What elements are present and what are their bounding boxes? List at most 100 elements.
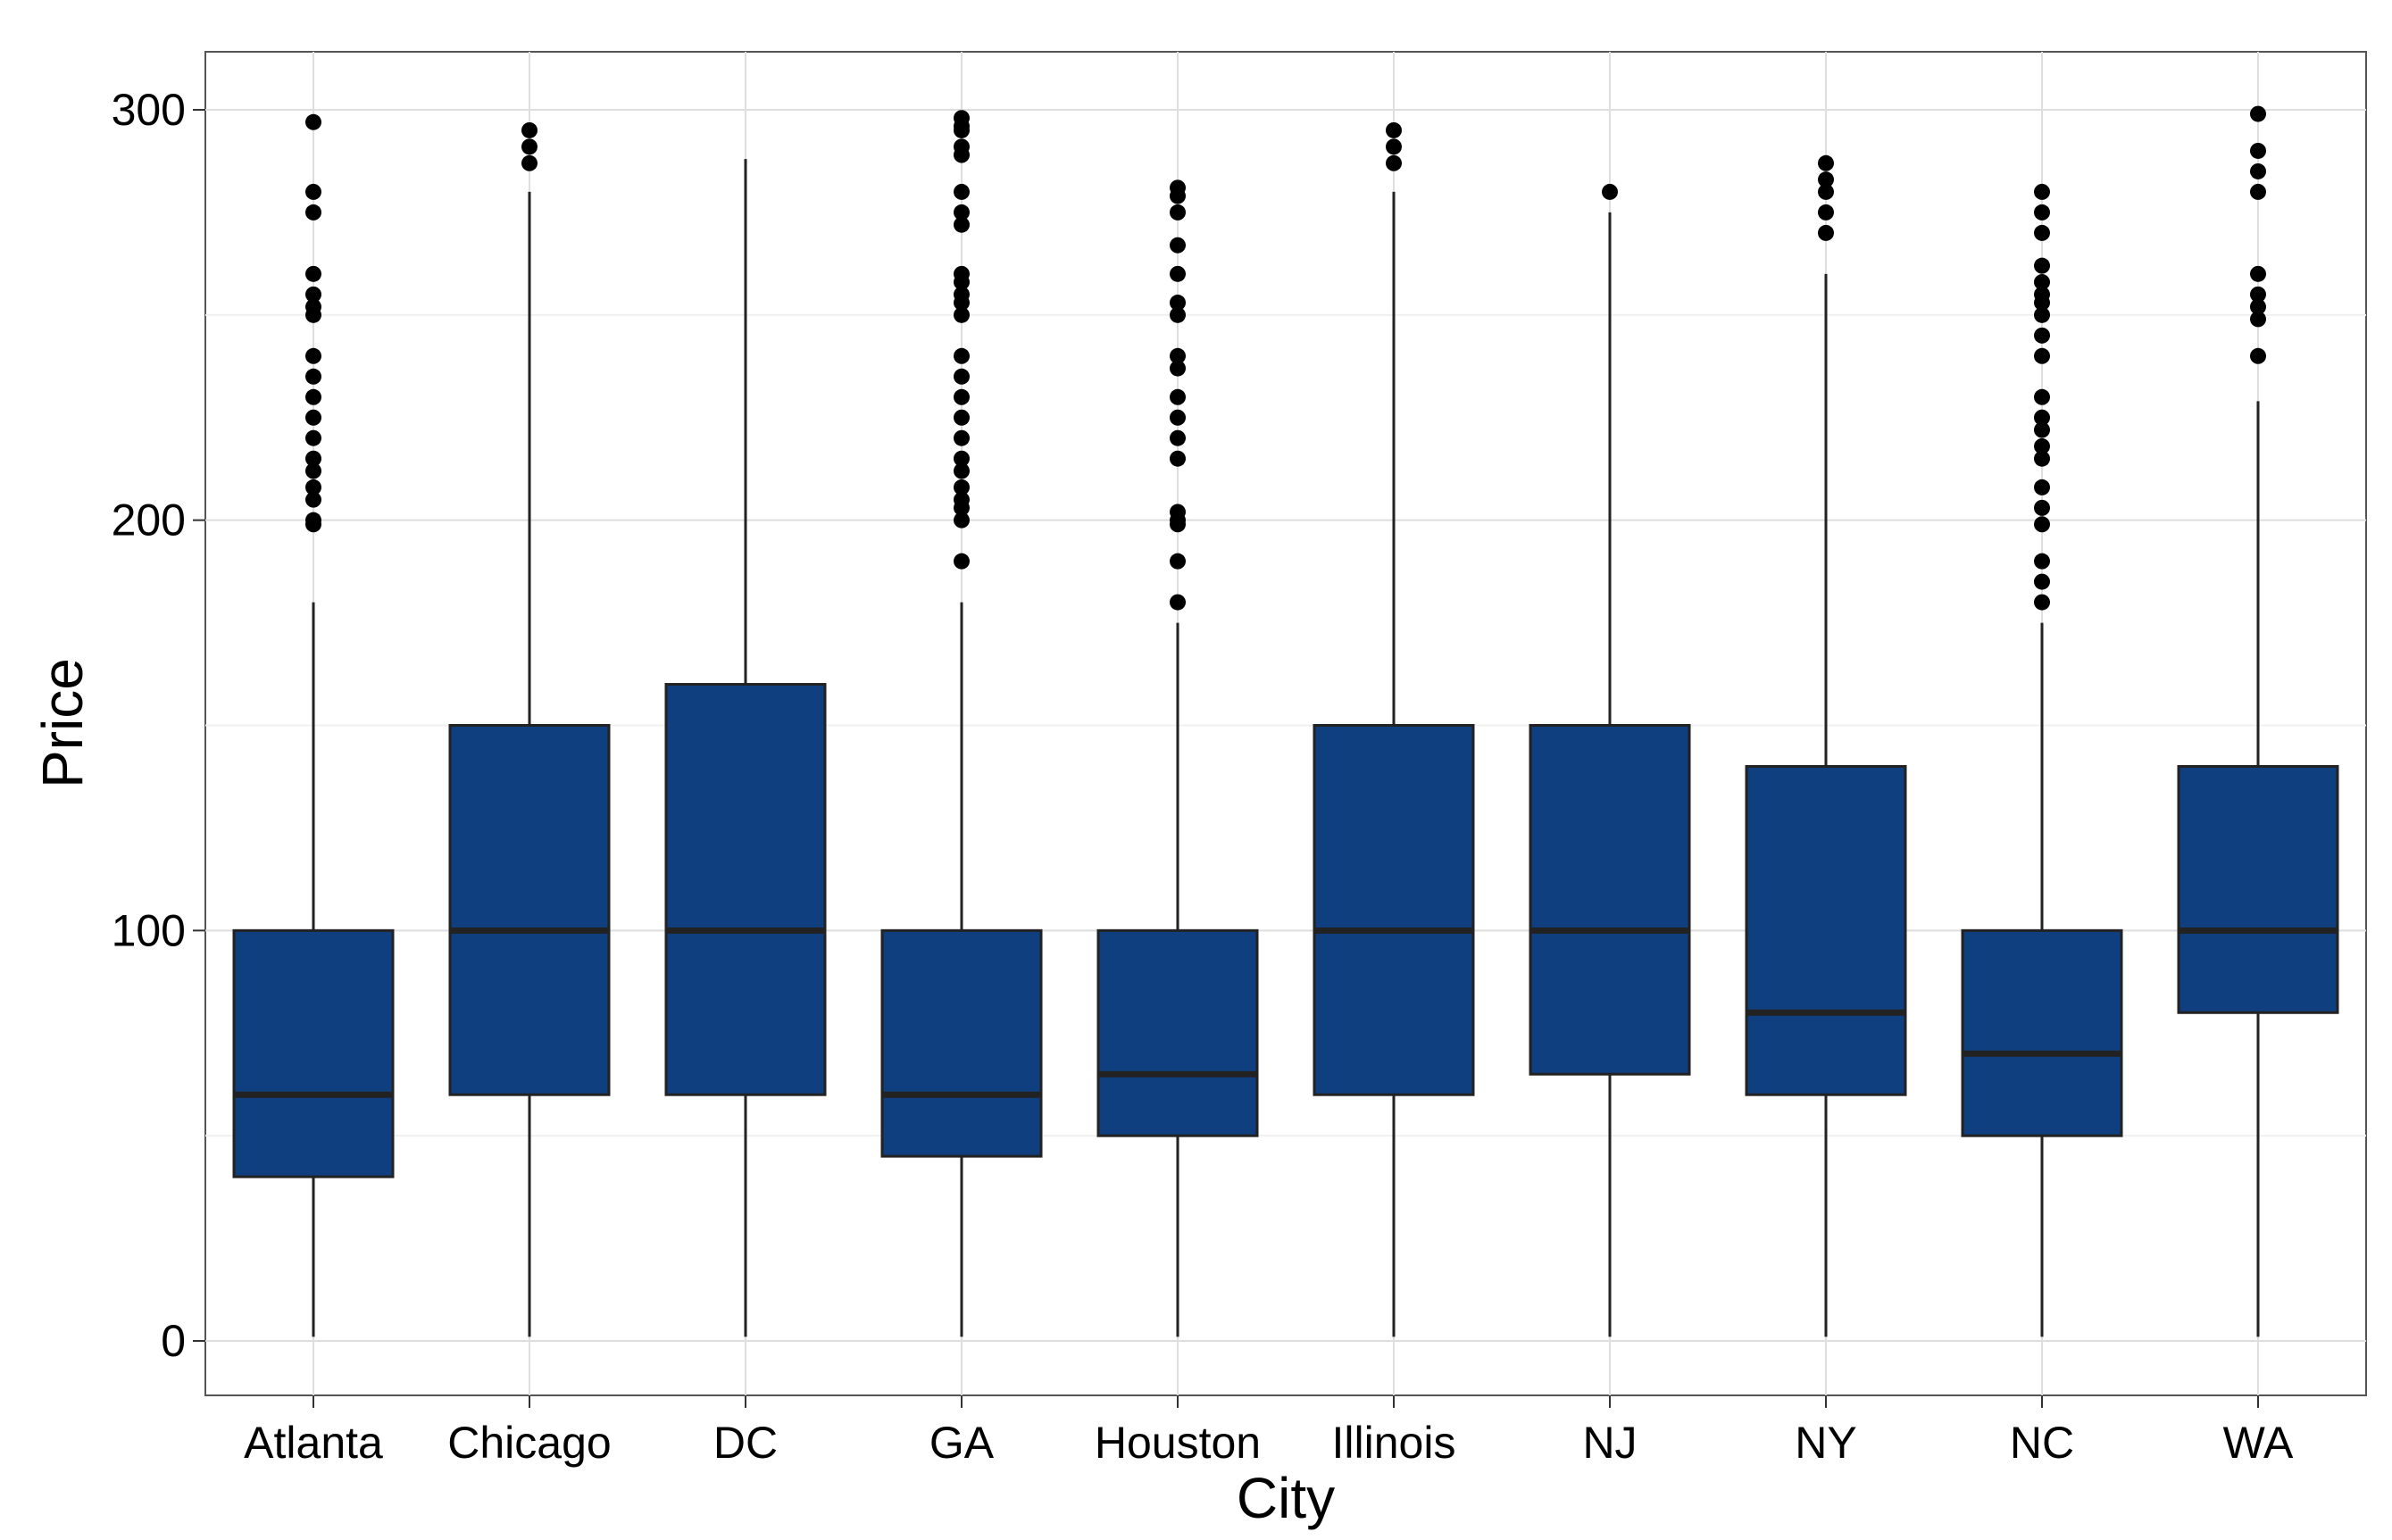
iqr-box — [448, 724, 611, 1096]
box-houston — [1096, 622, 1259, 1337]
outlier-point — [1170, 409, 1186, 426]
outliers-layer — [305, 105, 2266, 611]
iqr-box — [1096, 928, 1259, 1137]
outlier-point — [2034, 347, 2050, 364]
outlier-point — [305, 450, 321, 467]
outlier-point — [1170, 347, 1186, 364]
outlier-point — [2034, 274, 2050, 291]
y-tick-label: 300 — [112, 85, 186, 135]
outlier-point — [2250, 142, 2266, 159]
outlier-point — [1818, 183, 1834, 200]
outlier-point — [2034, 327, 2050, 344]
outlier-point — [1170, 360, 1186, 377]
outlier-point — [305, 409, 321, 426]
y-tick-label: 0 — [161, 1316, 186, 1366]
box-ny — [1745, 273, 1907, 1337]
outlier-point — [2034, 421, 2050, 438]
outlier-point — [1602, 183, 1618, 200]
outlier-point — [2250, 105, 2266, 122]
outlier-point — [1170, 204, 1186, 221]
x-tick-label: NC — [2010, 1418, 2074, 1468]
outlier-point — [305, 491, 321, 508]
outlier-point — [2250, 162, 2266, 179]
outlier-point — [2250, 183, 2266, 200]
outlier-point — [954, 347, 970, 364]
boxes-layer — [232, 159, 2339, 1337]
outlier-point — [2034, 224, 2050, 241]
outlier-point — [2034, 388, 2050, 405]
box-atlanta — [232, 602, 395, 1337]
outlier-point — [305, 429, 321, 446]
outlier-point — [1170, 429, 1186, 446]
outlier-point — [954, 409, 970, 426]
outlier-point — [2034, 437, 2050, 454]
x-tick-label: Illinois — [1332, 1418, 1456, 1468]
outlier-point — [954, 110, 970, 127]
box-illinois — [1313, 191, 1475, 1337]
outlier-point — [305, 298, 321, 315]
outlier-point — [1818, 204, 1834, 221]
outlier-point — [2250, 311, 2266, 328]
outlier-point — [521, 138, 538, 155]
plot-panel — [204, 51, 2367, 1396]
outlier-point — [1170, 388, 1186, 405]
outlier-point — [2034, 516, 2050, 533]
outlier-point — [305, 388, 321, 405]
outlier-point — [954, 138, 970, 155]
box-nj — [1529, 212, 1691, 1337]
outlier-point — [1170, 179, 1186, 196]
outlier-point — [954, 183, 970, 200]
x-tick-label: WA — [2223, 1418, 2294, 1468]
outlier-point — [2250, 298, 2266, 315]
outlier-point — [954, 204, 970, 221]
outlier-point — [954, 491, 970, 508]
x-tick-label: Chicago — [447, 1418, 611, 1468]
outlier-point — [954, 429, 970, 446]
axes-layer: 0 100 200 300 Atlanta Chicago DC GA Houston Illin… — [112, 85, 2294, 1468]
outlier-point — [1386, 154, 1402, 171]
outlier-point — [305, 512, 321, 529]
outlier-point — [2034, 499, 2050, 516]
outlier-point — [954, 553, 970, 570]
outlier-point — [1170, 265, 1186, 282]
x-tick-label: Houston — [1095, 1418, 1261, 1468]
outlier-point — [2034, 573, 2050, 590]
outlier-point — [2034, 553, 2050, 570]
iqr-box — [664, 683, 827, 1096]
outlier-point — [1170, 450, 1186, 467]
y-tick-label: 100 — [112, 905, 186, 955]
outlier-point — [2250, 265, 2266, 282]
iqr-box — [880, 928, 1043, 1158]
outlier-point — [2034, 204, 2050, 221]
outlier-point — [305, 113, 321, 130]
outlier-point — [1818, 171, 1834, 188]
outlier-point — [1386, 138, 1402, 155]
outlier-point — [521, 121, 538, 138]
x-tick-label: NJ — [1582, 1418, 1637, 1468]
outlier-point — [954, 368, 970, 385]
outlier-point — [954, 450, 970, 467]
box-nc — [1961, 622, 2123, 1337]
outlier-point — [1170, 594, 1186, 611]
iqr-box — [2177, 764, 2339, 1014]
x-axis-title: City — [1237, 1466, 1335, 1530]
outlier-point — [305, 204, 321, 221]
x-tick-label: NY — [1795, 1418, 1856, 1468]
box-wa — [2177, 401, 2339, 1337]
outlier-point — [954, 388, 970, 405]
outlier-point — [954, 286, 970, 303]
outlier-point — [2034, 286, 2050, 303]
outlier-point — [2250, 347, 2266, 364]
outlier-point — [1818, 224, 1834, 241]
x-tick-label: DC — [713, 1418, 778, 1468]
outlier-point — [2250, 286, 2266, 303]
x-tick-label: GA — [929, 1418, 995, 1468]
outlier-point — [2034, 257, 2050, 274]
outlier-point — [2034, 479, 2050, 495]
outlier-point — [2034, 183, 2050, 200]
outlier-point — [305, 347, 321, 364]
outlier-point — [2034, 306, 2050, 323]
outlier-point — [2034, 409, 2050, 426]
